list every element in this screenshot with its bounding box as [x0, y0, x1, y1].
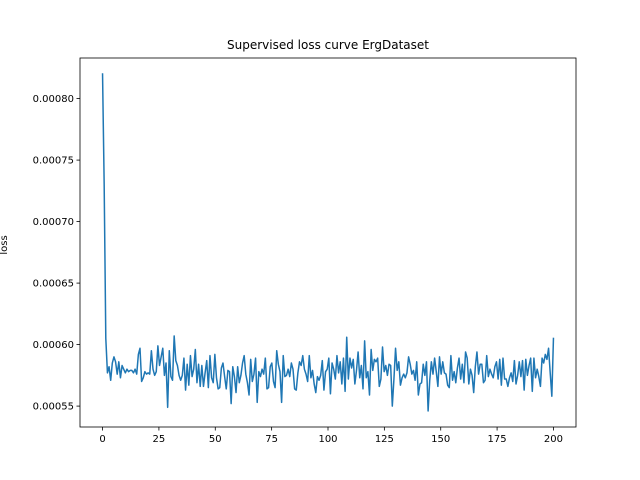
y-tick-label: 0.00065 — [33, 279, 74, 290]
x-tick-label: 25 — [153, 434, 166, 445]
y-tick-label: 0.00055 — [33, 402, 74, 413]
x-axis-ticks: 0 25 50 75 100 125 150 175 200 — [99, 427, 563, 445]
y-tick-label: 0.00080 — [33, 94, 74, 105]
series-line-loss — [101, 73, 555, 412]
x-tick-label: 0 — [99, 434, 105, 445]
chart-title: Supervised loss curve ErgDataset — [227, 38, 429, 52]
y-tick-label: 0.00070 — [33, 217, 74, 228]
y-axis-label: loss — [0, 235, 10, 254]
x-tick-label: 200 — [544, 434, 563, 445]
x-tick-label: 125 — [375, 434, 394, 445]
x-tick-label: 175 — [488, 434, 507, 445]
x-tick-label: 150 — [431, 434, 450, 445]
x-tick-label: 50 — [209, 434, 222, 445]
plot-frame — [79, 57, 577, 428]
y-tick-label: 0.00060 — [33, 340, 74, 351]
x-tick-label: 75 — [265, 434, 278, 445]
y-axis-ticks: 0.00055 0.00060 0.00065 0.00070 0.00075 0.000… — [33, 94, 80, 413]
y-tick-label: 0.00075 — [33, 156, 74, 167]
x-tick-label: 100 — [318, 434, 337, 445]
